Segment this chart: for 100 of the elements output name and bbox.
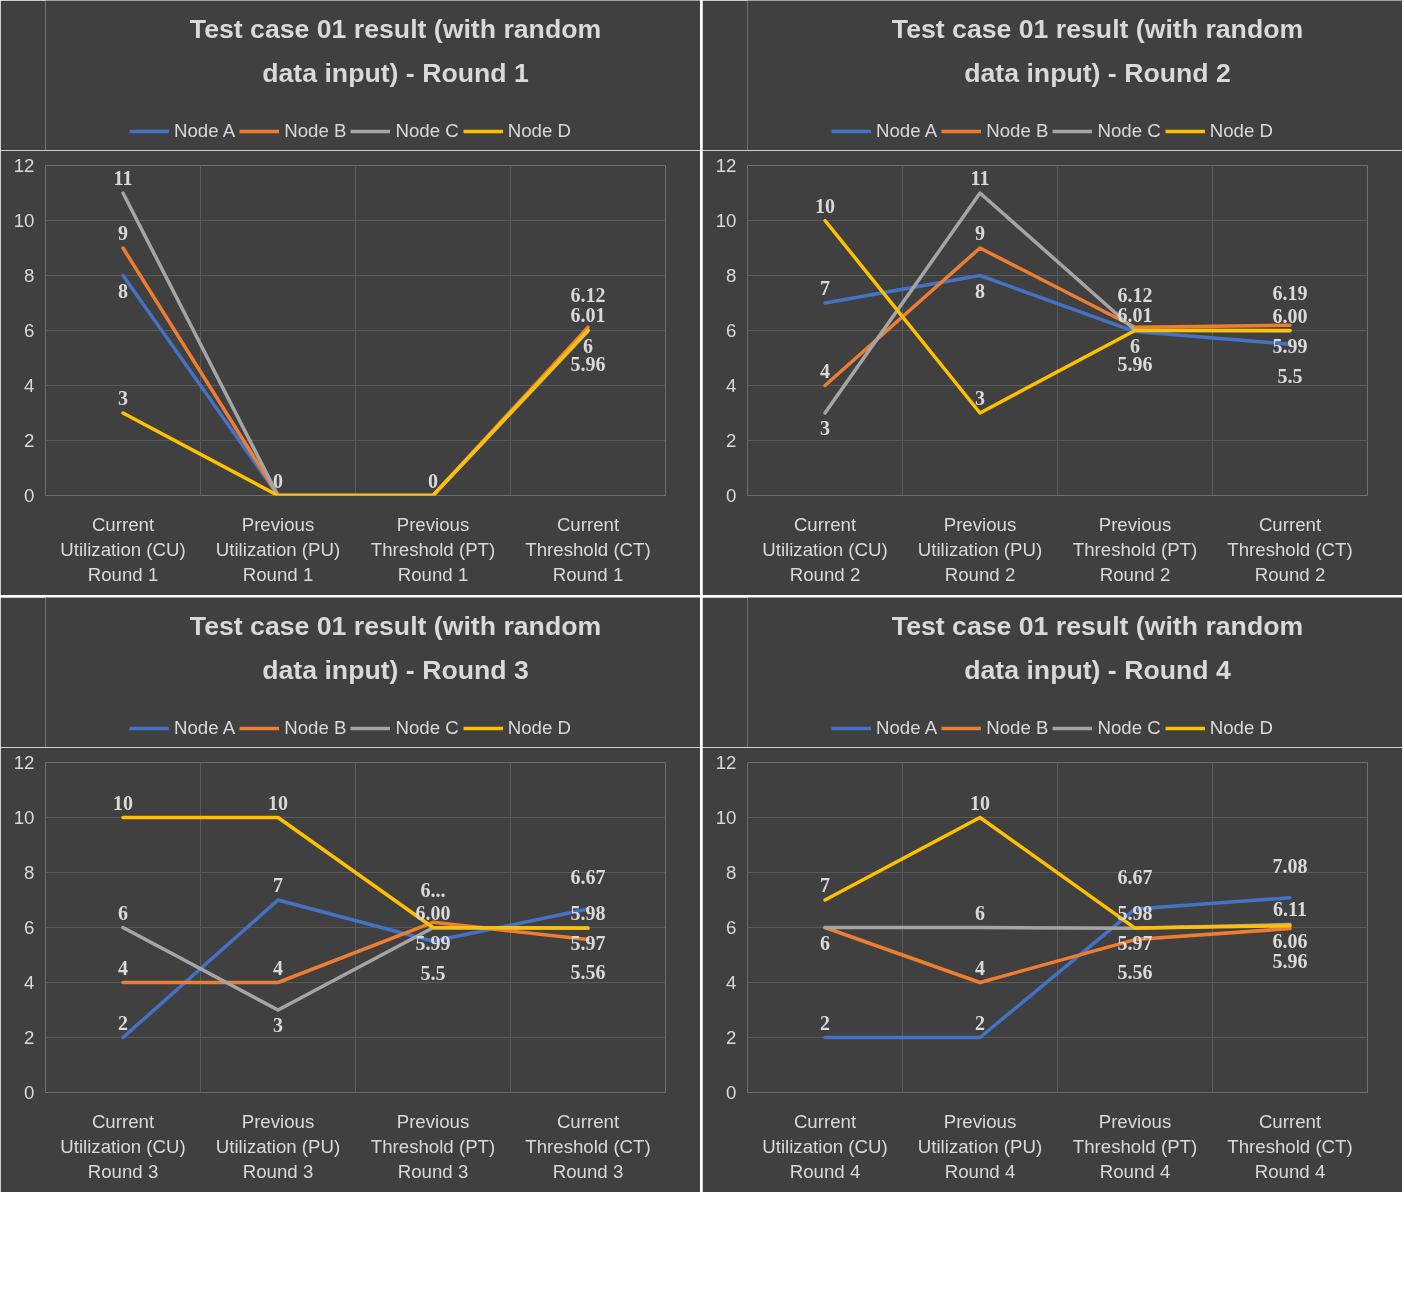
data-label: 2 xyxy=(118,1011,128,1034)
data-label: 4 xyxy=(820,359,830,382)
data-label: 6.19 xyxy=(1272,282,1308,305)
y-tick-label: 6 xyxy=(24,320,35,341)
data-label: 5.56 xyxy=(570,960,606,983)
y-tick-label: 12 xyxy=(13,752,35,773)
y-tick-label: 0 xyxy=(24,485,35,506)
data-label: 10 xyxy=(113,791,133,814)
data-label: 6.11 xyxy=(1273,898,1307,921)
y-tick-label: 10 xyxy=(715,807,737,828)
data-label: 5.5 xyxy=(420,962,446,985)
data-label: 6 xyxy=(118,901,128,924)
y-tick-label: 6 xyxy=(726,320,737,341)
chart-title: Test case 01 result (with random data input) - Round 1 xyxy=(189,13,602,88)
chart-title: Test case 01 result (with random data input) - Round 4 xyxy=(891,610,1304,685)
legend-label: Node C xyxy=(395,120,459,142)
x-tick-label: Current Threshold (CT) Round 3 xyxy=(525,1110,651,1182)
legend-label: Node C xyxy=(1097,717,1161,739)
y-tick-label: 8 xyxy=(726,265,737,286)
y-tick-label: 12 xyxy=(715,155,737,176)
x-tick-label: Previous Threshold (PT) Round 1 xyxy=(370,513,496,585)
legend-label: Node D xyxy=(1209,717,1273,739)
data-label: 6.01 xyxy=(570,304,606,327)
data-label: 7 xyxy=(820,277,830,299)
data-label: 5.99 xyxy=(1272,334,1308,357)
y-tick-label: 2 xyxy=(726,430,737,451)
x-tick-label: Current Threshold (CT) Round 4 xyxy=(1227,1110,1353,1182)
x-tick-label: Current Utilization (CU) Round 4 xyxy=(762,1110,888,1182)
data-label: 11 xyxy=(113,167,133,189)
x-tick-label: Current Utilization (CU) Round 3 xyxy=(60,1110,186,1182)
y-tick-label: 12 xyxy=(715,752,737,773)
data-label: 6.12 xyxy=(1117,284,1153,307)
data-label: 4 xyxy=(273,956,283,979)
legend-label: Node D xyxy=(1209,120,1273,142)
data-label: 0 xyxy=(428,469,438,492)
data-label: 3 xyxy=(273,1014,283,1036)
x-tick-label: Previous Utilization (PU) Round 4 xyxy=(917,1110,1043,1182)
data-label: 5.98 xyxy=(570,902,606,925)
legend-label: Node B xyxy=(284,120,347,142)
legend-label: Node A xyxy=(174,717,236,739)
x-tick-label: Current Utilization (CU) Round 1 xyxy=(60,513,186,585)
y-tick-label: 2 xyxy=(24,430,35,451)
data-label: 0 xyxy=(273,469,283,492)
x-tick-label: Current Threshold (CT) Round 1 xyxy=(525,513,651,585)
data-label: 6.00 xyxy=(415,901,451,924)
y-tick-label: 12 xyxy=(13,155,35,176)
y-tick-label: 2 xyxy=(726,1027,737,1048)
data-label: 8 xyxy=(118,279,128,302)
legend-label: Node B xyxy=(986,717,1049,739)
data-label: 3 xyxy=(820,417,830,439)
data-label: 9 xyxy=(118,222,128,244)
y-tick-label: 4 xyxy=(726,972,737,993)
data-label: 5.5 xyxy=(1277,365,1303,388)
data-label: 4 xyxy=(975,956,985,979)
data-label: 6 xyxy=(975,901,985,924)
data-label: 7 xyxy=(273,874,283,896)
data-label: 6.00 xyxy=(1272,304,1308,327)
data-label: 10 xyxy=(970,791,990,814)
data-label: 2 xyxy=(975,1011,985,1034)
data-label: 8 xyxy=(975,279,985,302)
legend-label: Node C xyxy=(1097,120,1161,142)
data-label: 5.56 xyxy=(1117,960,1153,983)
data-label: 4 xyxy=(118,956,128,979)
legend-label: Node D xyxy=(507,120,571,142)
data-label: 10 xyxy=(268,791,288,814)
data-label: 6.67 xyxy=(570,866,606,889)
x-tick-label: Previous Threshold (PT) Round 4 xyxy=(1072,1110,1198,1182)
data-label: 7 xyxy=(820,874,830,896)
data-label: 5.96 xyxy=(1272,949,1308,972)
data-label: 9 xyxy=(975,222,985,244)
legend-label: Node D xyxy=(507,717,571,739)
x-tick-label: Previous Utilization (PU) Round 3 xyxy=(215,1110,341,1182)
legend-label: Node C xyxy=(395,717,459,739)
x-tick-label: Previous Threshold (PT) Round 2 xyxy=(1072,513,1198,585)
data-label: 5.97 xyxy=(570,932,606,955)
y-tick-label: 10 xyxy=(715,210,737,231)
x-tick-label: Previous Utilization (PU) Round 2 xyxy=(917,513,1043,585)
data-label: 6.06 xyxy=(1272,929,1308,952)
y-tick-label: 6 xyxy=(726,917,737,938)
y-tick-label: 6 xyxy=(24,917,35,938)
chart-title: Test case 01 result (with random data input) - Round 3 xyxy=(189,610,602,685)
legend-label: Node A xyxy=(876,120,938,142)
data-label: 10 xyxy=(815,194,835,217)
data-label: 6 xyxy=(820,931,830,954)
legend-label: Node B xyxy=(986,120,1049,142)
legend-label: Node A xyxy=(876,717,938,739)
legend-label: Node B xyxy=(284,717,347,739)
x-tick-label: Current Utilization (CU) Round 2 xyxy=(762,513,888,585)
data-label: 6.67 xyxy=(1117,866,1153,889)
y-tick-label: 0 xyxy=(726,485,737,506)
y-tick-label: 0 xyxy=(726,1082,737,1103)
y-tick-label: 10 xyxy=(13,210,35,231)
data-label: 6.12 xyxy=(570,284,606,307)
y-tick-label: 4 xyxy=(24,375,35,396)
legend-label: Node A xyxy=(174,120,236,142)
data-label: 3 xyxy=(975,387,985,409)
x-tick-label: Current Threshold (CT) Round 2 xyxy=(1227,513,1353,585)
x-tick-label: Previous Threshold (PT) Round 3 xyxy=(370,1110,496,1182)
data-label: 6.01 xyxy=(1117,304,1153,327)
y-tick-label: 8 xyxy=(24,862,35,883)
